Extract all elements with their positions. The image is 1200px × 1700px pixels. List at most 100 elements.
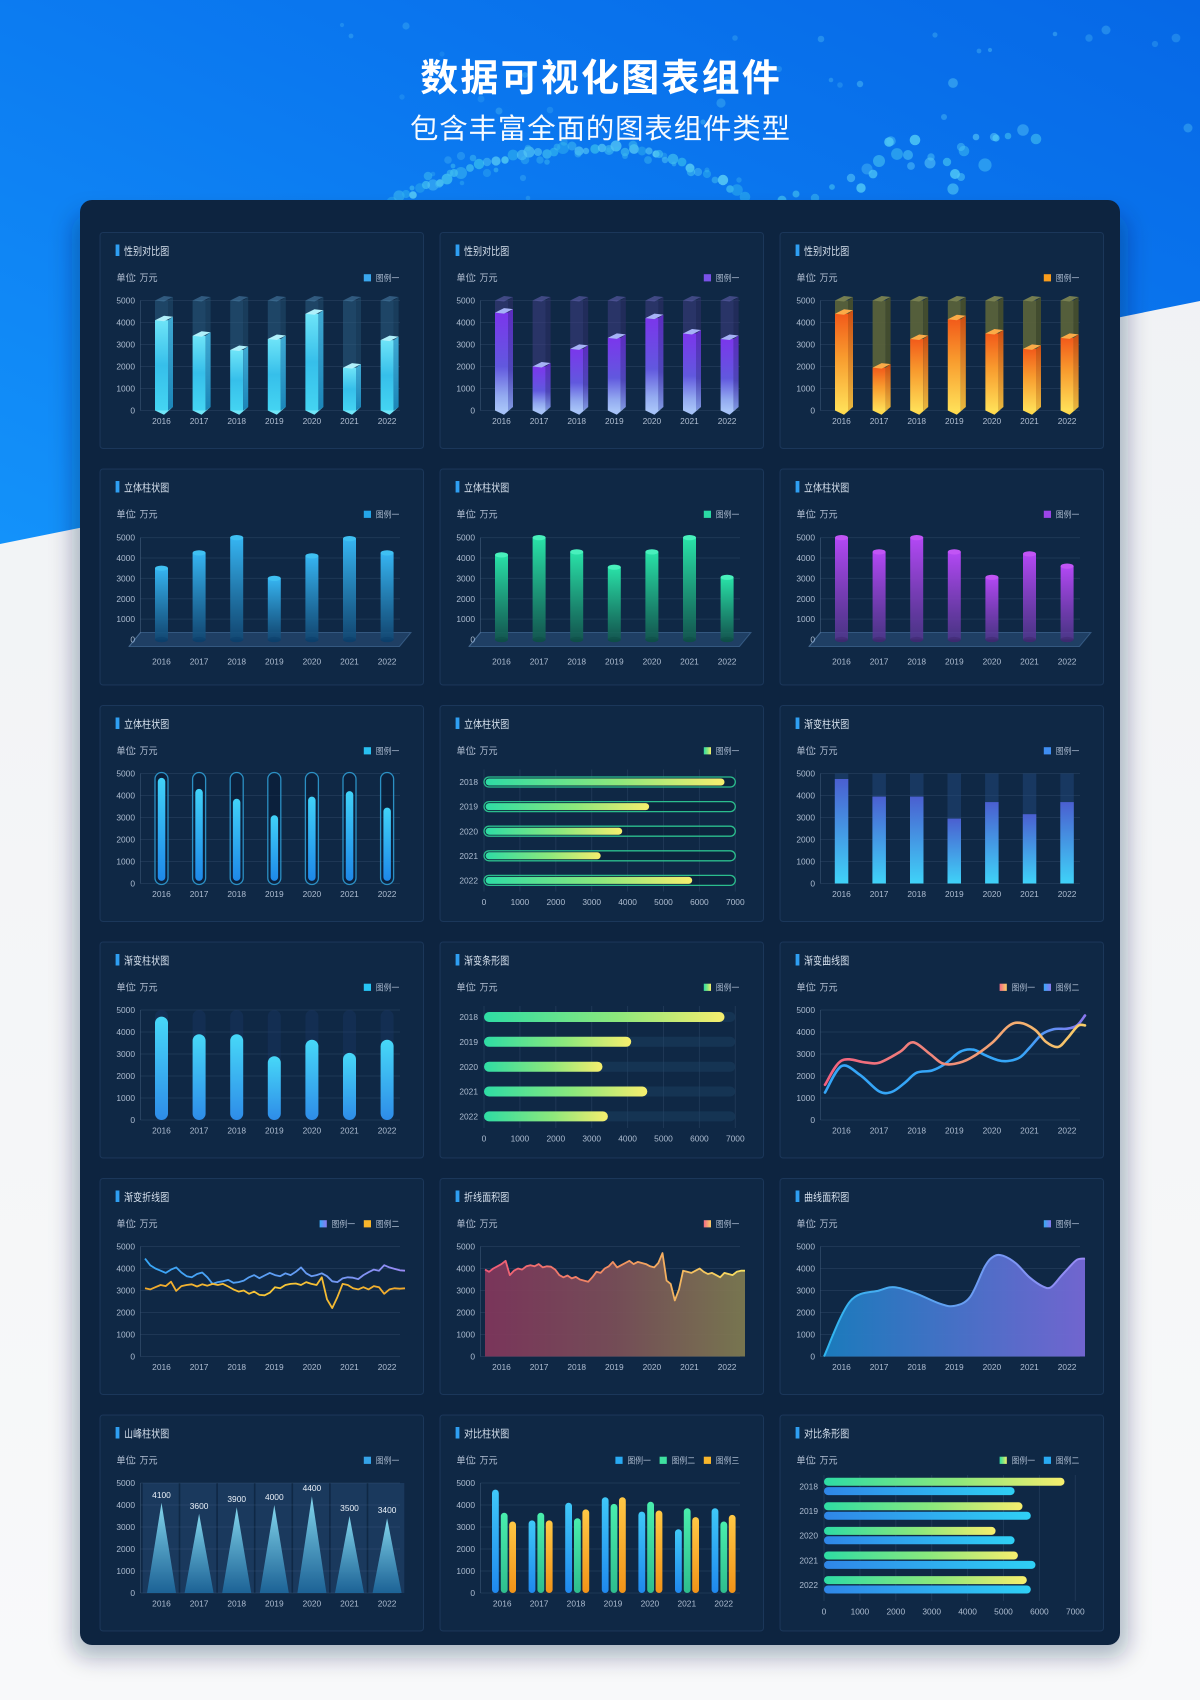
svg-text:0: 0 bbox=[470, 406, 475, 416]
svg-text:3000: 3000 bbox=[116, 1049, 135, 1059]
svg-text:2020: 2020 bbox=[303, 657, 322, 667]
svg-text:0: 0 bbox=[470, 1352, 475, 1362]
svg-text:2022: 2022 bbox=[1058, 889, 1077, 899]
svg-text:3900: 3900 bbox=[227, 1494, 246, 1504]
svg-text:5000: 5000 bbox=[456, 1478, 475, 1488]
svg-text:2017: 2017 bbox=[530, 657, 549, 667]
svg-text:2016: 2016 bbox=[152, 889, 171, 899]
svg-text:7000: 7000 bbox=[726, 1134, 745, 1144]
svg-text:3000: 3000 bbox=[922, 1607, 941, 1617]
svg-text:2019: 2019 bbox=[265, 1362, 284, 1372]
svg-text:2022: 2022 bbox=[718, 657, 737, 667]
svg-text:2020: 2020 bbox=[303, 889, 322, 899]
svg-text:5000: 5000 bbox=[456, 1242, 475, 1252]
svg-text:0: 0 bbox=[810, 879, 815, 889]
svg-text:2016: 2016 bbox=[152, 416, 171, 426]
svg-text:2016: 2016 bbox=[832, 889, 851, 899]
svg-text:4100: 4100 bbox=[152, 1490, 171, 1500]
svg-text:4000: 4000 bbox=[116, 791, 135, 801]
svg-text:0: 0 bbox=[130, 635, 135, 645]
svg-text:2019: 2019 bbox=[459, 1037, 478, 1047]
svg-text:1000: 1000 bbox=[456, 1566, 475, 1576]
svg-text:1000: 1000 bbox=[511, 1134, 530, 1144]
svg-text:2018: 2018 bbox=[907, 889, 926, 899]
svg-text:4000: 4000 bbox=[116, 318, 135, 328]
svg-text:2018: 2018 bbox=[227, 1126, 246, 1136]
svg-text:2000: 2000 bbox=[456, 1544, 475, 1554]
svg-text:4000: 4000 bbox=[796, 1264, 815, 1274]
svg-text:2017: 2017 bbox=[190, 1599, 209, 1609]
svg-text:5000: 5000 bbox=[456, 533, 475, 543]
svg-text:2016: 2016 bbox=[152, 657, 171, 667]
svg-text:2000: 2000 bbox=[116, 1544, 135, 1554]
svg-text:5000: 5000 bbox=[796, 296, 815, 306]
svg-text:2018: 2018 bbox=[459, 1012, 478, 1022]
svg-text:2017: 2017 bbox=[190, 1126, 209, 1136]
svg-text:2018: 2018 bbox=[227, 889, 246, 899]
svg-text:2022: 2022 bbox=[718, 416, 737, 426]
svg-text:2022: 2022 bbox=[378, 657, 397, 667]
svg-text:2000: 2000 bbox=[456, 1308, 475, 1318]
svg-text:2019: 2019 bbox=[605, 416, 624, 426]
svg-text:2019: 2019 bbox=[945, 657, 964, 667]
svg-text:3000: 3000 bbox=[582, 897, 601, 907]
svg-text:1000: 1000 bbox=[116, 1330, 135, 1340]
svg-text:2017: 2017 bbox=[870, 889, 889, 899]
svg-text:2022: 2022 bbox=[378, 1362, 397, 1372]
svg-text:6000: 6000 bbox=[1030, 1607, 1049, 1617]
svg-text:2018: 2018 bbox=[227, 416, 246, 426]
svg-text:2000: 2000 bbox=[796, 362, 815, 372]
svg-text:4000: 4000 bbox=[456, 553, 475, 563]
svg-text:0: 0 bbox=[470, 635, 475, 645]
svg-text:2017: 2017 bbox=[870, 657, 889, 667]
svg-text:2016: 2016 bbox=[152, 1126, 171, 1136]
svg-text:2019: 2019 bbox=[265, 889, 284, 899]
svg-text:2020: 2020 bbox=[459, 1062, 478, 1072]
svg-text:2022: 2022 bbox=[459, 876, 478, 886]
svg-text:5000: 5000 bbox=[796, 1005, 815, 1015]
svg-text:5000: 5000 bbox=[116, 1478, 135, 1488]
svg-text:2021: 2021 bbox=[680, 416, 699, 426]
svg-text:4000: 4000 bbox=[958, 1607, 977, 1617]
svg-text:2000: 2000 bbox=[116, 1071, 135, 1081]
svg-text:2000: 2000 bbox=[546, 1134, 565, 1144]
svg-text:2017: 2017 bbox=[530, 1599, 549, 1609]
svg-text:0: 0 bbox=[130, 879, 135, 889]
svg-text:0: 0 bbox=[822, 1607, 827, 1617]
svg-text:2016: 2016 bbox=[492, 1362, 511, 1372]
svg-text:3000: 3000 bbox=[116, 340, 135, 350]
svg-text:2021: 2021 bbox=[340, 1599, 359, 1609]
svg-text:4000: 4000 bbox=[618, 897, 637, 907]
svg-text:5000: 5000 bbox=[116, 1242, 135, 1252]
svg-text:2019: 2019 bbox=[945, 1126, 964, 1136]
svg-text:2000: 2000 bbox=[796, 1071, 815, 1081]
svg-text:0: 0 bbox=[130, 1352, 135, 1362]
svg-text:2017: 2017 bbox=[870, 1126, 889, 1136]
svg-text:2018: 2018 bbox=[567, 1599, 586, 1609]
svg-text:2018: 2018 bbox=[907, 1362, 926, 1372]
svg-text:4000: 4000 bbox=[265, 1492, 284, 1502]
svg-text:0: 0 bbox=[482, 1134, 487, 1144]
svg-text:2019: 2019 bbox=[945, 889, 964, 899]
svg-text:2016: 2016 bbox=[832, 1362, 851, 1372]
svg-text:2017: 2017 bbox=[190, 1362, 209, 1372]
svg-text:2022: 2022 bbox=[378, 416, 397, 426]
svg-text:1000: 1000 bbox=[116, 1566, 135, 1576]
svg-text:2019: 2019 bbox=[459, 802, 478, 812]
svg-text:7000: 7000 bbox=[726, 897, 745, 907]
svg-text:2022: 2022 bbox=[459, 1112, 478, 1122]
svg-text:2019: 2019 bbox=[605, 657, 624, 667]
svg-text:5000: 5000 bbox=[456, 296, 475, 306]
svg-text:1000: 1000 bbox=[796, 384, 815, 394]
svg-text:1000: 1000 bbox=[456, 1330, 475, 1340]
svg-text:2016: 2016 bbox=[492, 416, 511, 426]
svg-text:2021: 2021 bbox=[1020, 1126, 1039, 1136]
svg-text:2021: 2021 bbox=[340, 1126, 359, 1136]
svg-text:2000: 2000 bbox=[796, 835, 815, 845]
svg-text:1000: 1000 bbox=[511, 897, 530, 907]
svg-text:2018: 2018 bbox=[799, 1482, 818, 1492]
svg-text:3000: 3000 bbox=[582, 1134, 601, 1144]
svg-text:4000: 4000 bbox=[456, 1264, 475, 1274]
svg-text:1000: 1000 bbox=[851, 1607, 870, 1617]
svg-text:1000: 1000 bbox=[796, 1330, 815, 1340]
